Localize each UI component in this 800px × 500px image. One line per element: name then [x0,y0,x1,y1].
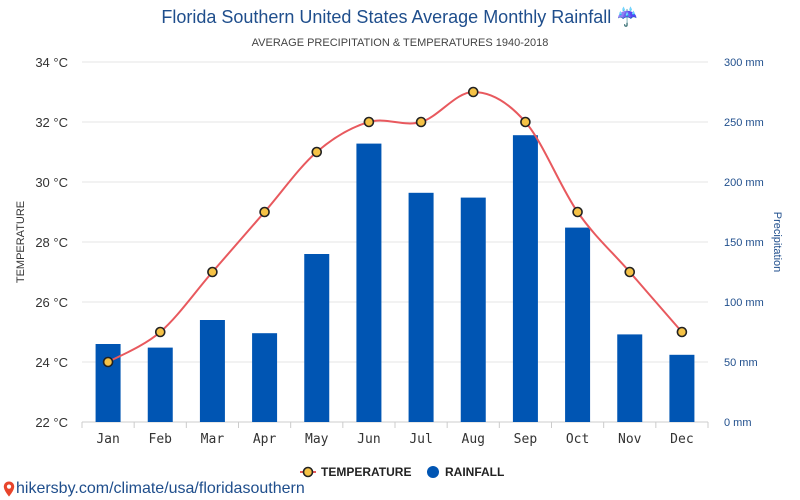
temperature-point-jan [102,356,114,368]
rainfall-bar-dec [669,354,695,422]
rainfall-bar-jul [408,192,434,422]
x-tick-label-sep: Sep [514,432,538,447]
chart-subtitle: AVERAGE PRECIPITATION & TEMPERATURES 194… [252,37,549,49]
right-axis-ticks: 0 mm 50 mm 100 mm 150 mm 200 mm 250 mm 300 mm [724,57,764,429]
temperature-curve [107,90,683,363]
rainfall-bar-apr [252,333,278,422]
rainfall-bar-nov [617,334,643,422]
left-tick-label: 24 °C [35,355,68,370]
grid-lines [81,61,709,428]
x-tick-label-nov: Nov [618,432,642,447]
legend-temperature-marker [302,466,314,478]
legend-temperature-label: TEMPERATURE [321,465,411,479]
right-tick-label: 300 mm [724,57,764,69]
temperature-point-apr [259,206,270,218]
legend[interactable]: TEMPERATURE RAINFALL [300,465,504,479]
legend-rainfall-label: RAINFALL [445,465,504,479]
left-axis-ticks: 22 °C 24 °C 26 °C 28 °C 30 °C 32 °C 34 °C [35,55,68,430]
x-tick-label-jan: Jan [96,432,119,447]
source-link[interactable]: hikersby.com/climate/usa/floridasouthern [3,480,305,498]
x-tick-label-jun: Jun [357,432,380,447]
rainfall-bar-aug [460,197,486,422]
right-tick-label: 250 mm [724,117,764,129]
right-tick-label: 50 mm [724,357,758,369]
right-tick-label: 100 mm [724,297,764,309]
left-tick-label: 28 °C [35,235,68,250]
left-axis-title: TEMPERATURE [15,201,27,283]
temperature-line [102,86,688,368]
x-tick-label-apr: Apr [253,432,277,447]
legend-rainfall-marker [427,466,439,478]
x-tick-label-jul: Jul [409,432,432,447]
rainfall-bar-oct [565,227,591,422]
x-tick-label-feb: Feb [149,432,173,447]
temperature-point-nov [624,266,636,278]
left-tick-label: 32 °C [35,115,68,130]
x-tick-label-dec: Dec [670,432,693,447]
left-tick-label: 34 °C [35,55,68,70]
temperature-point-dec [676,326,688,338]
temperature-point-mar [207,266,218,278]
map-pin-icon [3,481,15,497]
right-tick-label: 200 mm [724,177,764,189]
temperature-point-may [311,146,323,158]
rainfall-bar-jan [95,344,121,422]
temperature-point-aug [467,86,479,98]
temperature-point-oct [572,206,583,218]
right-tick-label: 150 mm [724,237,764,249]
temperature-point-sep [520,116,531,128]
left-tick-label: 26 °C [35,295,68,310]
rainfall-bar-may [304,254,330,422]
left-tick-label: 22 °C [35,415,68,430]
x-tick-label-oct: Oct [566,432,589,447]
temperature-point-jul [415,116,427,128]
rainfall-bar-sep [512,135,538,422]
x-axis-ticks: Jan Feb Mar Apr May Jun Jul Aug Sep Oct Nov Dec [96,432,693,447]
rainfall-bar-mar [199,320,225,422]
legend-item-temperature[interactable]: TEMPERATURE [300,465,411,479]
chart-title: Florida Southern United States Average M… [161,6,638,27]
x-tick-label-may: May [305,432,329,447]
source-text: hikersby.com/climate/usa/floridasouthern [16,480,305,497]
rainfall-bar-jun [356,143,382,422]
x-tick-label-aug: Aug [462,432,485,447]
x-tick-label-mar: Mar [201,432,225,447]
rainfall-bar-feb [147,347,173,422]
temperature-point-jun [363,116,375,128]
right-axis-title: Precipitation [771,212,783,273]
left-tick-label: 30 °C [35,175,68,190]
temperature-point-feb [154,326,166,338]
rainfall-bars [95,135,695,422]
right-tick-label: 0 mm [724,417,752,429]
legend-item-rainfall[interactable]: RAINFALL [427,465,504,479]
